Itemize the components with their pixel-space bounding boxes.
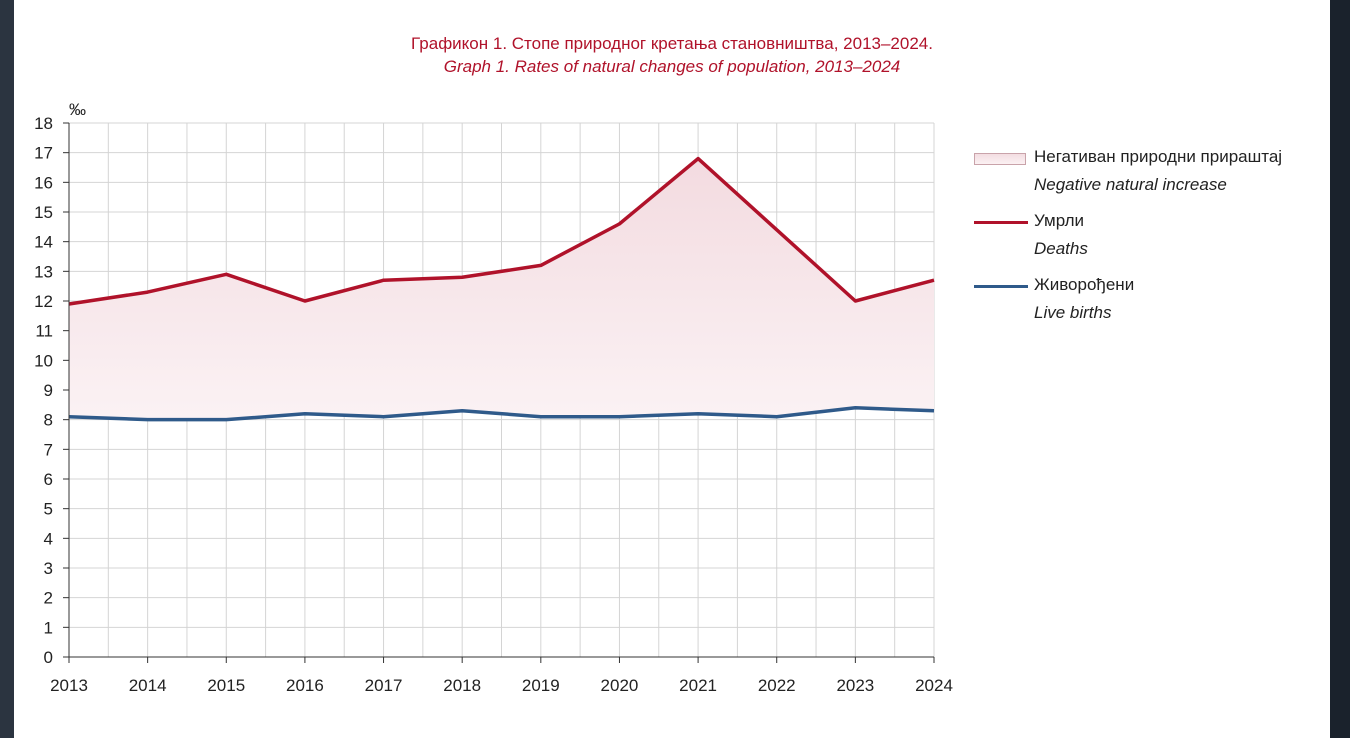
y-tick-label: 13: [34, 262, 53, 281]
legend-swatch-births: [974, 285, 1028, 288]
legend-label-births: Живорођени: [1034, 275, 1135, 294]
chart-subtitle: Graph 1. Rates of natural changes of pop…: [443, 57, 901, 76]
y-tick-label: 2: [44, 589, 53, 608]
y-tick-label: 16: [34, 173, 53, 192]
y-tick-label: 7: [44, 440, 53, 459]
x-tick-label: 2023: [836, 676, 874, 695]
legend-label-deaths-en: Deaths: [1034, 239, 1088, 258]
y-tick-label: 12: [34, 292, 53, 311]
y-tick-label: 18: [34, 114, 53, 133]
y-tick-label: 14: [34, 233, 53, 252]
window-frame-left: [0, 0, 14, 738]
x-tick-label: 2022: [758, 676, 796, 695]
x-tick-label: 2014: [129, 676, 167, 695]
y-tick-label: 10: [34, 351, 53, 370]
x-tick-label: 2016: [286, 676, 324, 695]
area-layer: [69, 158, 934, 420]
chart-page: Графикон 1. Стопе природног кретања стан…: [14, 0, 1330, 738]
x-tick-label: 2017: [365, 676, 403, 695]
y-tick-label: 0: [44, 648, 53, 667]
legend-label-area-en: Negative natural increase: [1034, 175, 1227, 194]
y-tick-label: 5: [44, 500, 53, 519]
legend-label-births-en: Live births: [1034, 303, 1112, 322]
series-layer: [68, 156, 935, 422]
series-line-deaths: [68, 156, 935, 306]
legend-swatch-deaths: [974, 221, 1028, 224]
y-tick-label: 6: [44, 470, 53, 489]
window-frame-right: [1330, 0, 1350, 738]
x-tick-label: 2024: [915, 676, 953, 695]
y-tick-label: 15: [34, 203, 53, 222]
x-tick-label: 2018: [443, 676, 481, 695]
y-tick-label: 17: [34, 144, 53, 163]
y-tick-label: 1: [44, 618, 53, 637]
y-tick-label: 3: [44, 559, 53, 578]
y-tick-label: 11: [35, 322, 53, 341]
negative-increase-area: [69, 158, 934, 420]
y-tick-label: 8: [44, 411, 53, 430]
legend-swatch-area: [974, 153, 1026, 165]
legend-label-area: Негативан природни прираштај: [1034, 147, 1283, 166]
x-tick-label: 2019: [522, 676, 560, 695]
y-axis-unit-label: ‰: [69, 100, 86, 119]
legend-label-deaths: Умрли: [1034, 211, 1085, 230]
x-tick-label: 2013: [50, 676, 88, 695]
y-tick-label: 4: [44, 529, 53, 548]
x-tick-label: 2015: [207, 676, 245, 695]
x-tick-label: 2021: [679, 676, 717, 695]
chart-title: Графикон 1. Стопе природног кретања стан…: [411, 34, 933, 53]
y-tick-label: 9: [44, 381, 53, 400]
series-line-births: [68, 406, 935, 422]
x-tick-label: 2020: [601, 676, 639, 695]
